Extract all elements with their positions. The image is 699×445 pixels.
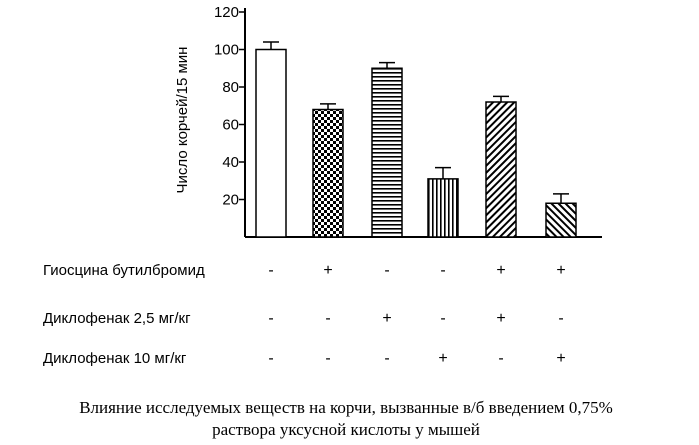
treatment-mark: - <box>440 310 445 327</box>
treatment-mark: - <box>384 350 389 367</box>
bar-1 <box>256 50 286 238</box>
treatment-label-1: Гиосцина бутилбромид <box>43 262 205 279</box>
treatment-mark: - <box>440 262 445 279</box>
bar-2 <box>313 110 343 238</box>
treatment-mark: + <box>496 262 505 279</box>
treatment-mark: - <box>268 310 273 327</box>
bar-6 <box>546 203 576 237</box>
y-tick-label: 100 <box>214 42 239 59</box>
y-tick-label: 40 <box>222 154 239 171</box>
treatment-mark: + <box>556 350 565 367</box>
treatment-mark: - <box>325 310 330 327</box>
treatment-label-3: Диклофенак 10 мг/кг <box>43 350 187 367</box>
treatment-table: Гиосцина бутилбромид - + - - + + Диклофенак 2,5… <box>43 262 566 367</box>
bar-5 <box>486 102 516 237</box>
treatment-mark: - <box>558 310 563 327</box>
treatment-mark: - <box>384 262 389 279</box>
treatment-mark: - <box>268 350 273 367</box>
treatment-mark: - <box>325 350 330 367</box>
y-tick-label: 120 <box>214 4 239 21</box>
bar-4 <box>428 179 458 237</box>
y-tick-label: 20 <box>222 192 239 209</box>
treatment-mark: + <box>382 310 391 327</box>
bar-3 <box>372 68 402 237</box>
treatment-label-2: Диклофенак 2,5 мг/кг <box>43 310 191 327</box>
y-axis-label: Число корчей/15 мин <box>174 47 191 194</box>
caption-line-2: раствора уксусной кислоты у мышей <box>212 420 480 439</box>
treatment-mark: + <box>556 262 565 279</box>
y-tick-label: 80 <box>222 79 239 96</box>
bars <box>256 42 576 237</box>
treatment-mark: - <box>268 262 273 279</box>
caption-line-1: Влияние исследуемых веществ на корчи, вы… <box>79 398 613 417</box>
treatment-mark: + <box>323 262 332 279</box>
treatment-mark: + <box>438 350 447 367</box>
treatment-mark: - <box>498 350 503 367</box>
treatment-mark: + <box>496 310 505 327</box>
y-tick-label: 60 <box>222 117 239 134</box>
